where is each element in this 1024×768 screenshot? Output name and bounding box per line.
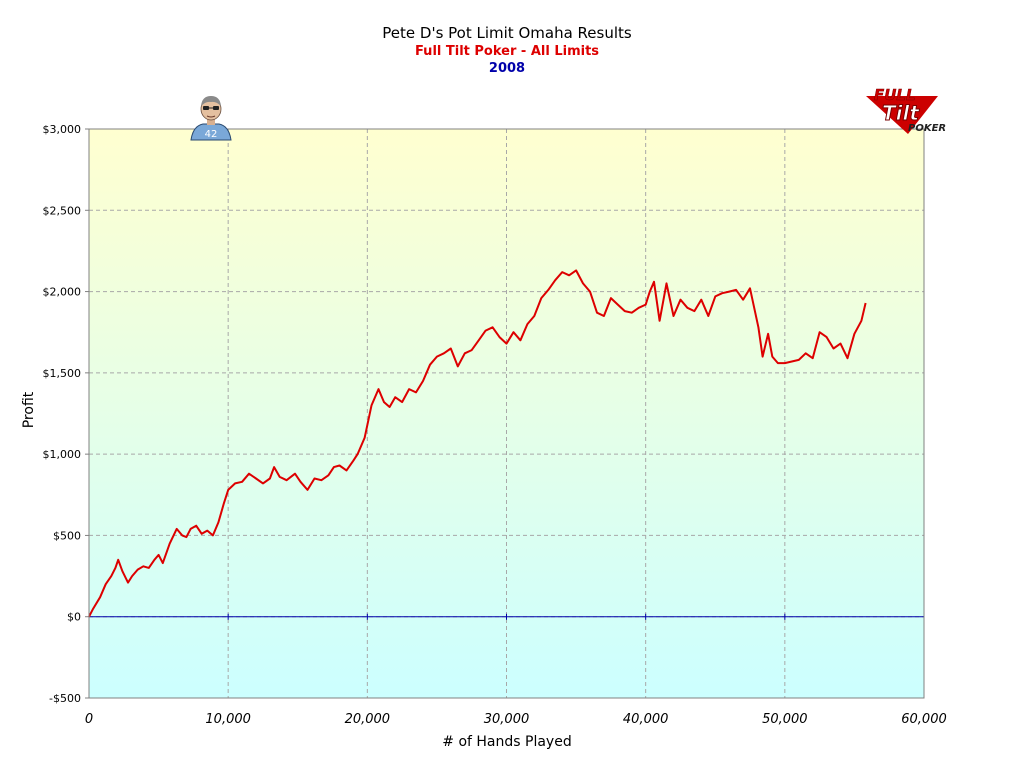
x-tick-label: 60,000 [901,712,947,727]
x-axis-ticks: 0 10,000 20,000 30,000 40,000 50,000 60,000 [85,712,947,727]
y-tick-label: $500 [53,529,81,542]
svg-text:FULL: FULL [874,86,916,104]
svg-text:Tilt: Tilt [882,101,920,125]
plot-border [88,128,925,699]
chart-title: Pete D's Pot Limit Omaha Results [382,24,632,42]
profit-series-line [88,269,867,618]
x-tick-label: 20,000 [345,712,391,727]
full-tilt-logo-icon: FULL Tilt POKER [866,86,946,134]
chart-subtitle-year: 2008 [489,61,525,76]
y-tick-label: $2,500 [43,204,82,217]
x-tick-label: 40,000 [623,712,669,727]
x-tick-label: 50,000 [762,712,808,727]
x-tick-label: 0 [85,712,93,727]
svg-text:42: 42 [205,129,218,140]
player-avatar-icon: 42 [190,96,232,141]
y-tick-label: $0 [67,611,81,624]
x-axis-label: # of Hands Played [442,734,571,750]
x-tick-label: 10,000 [205,712,251,727]
y-tick-label: -$500 [49,692,81,705]
y-axis-label: Profit [21,391,37,428]
y-tick-label: $1,500 [43,367,82,380]
chart-subtitle: Full Tilt Poker - All Limits [415,44,599,59]
x-tick-label: 30,000 [484,712,530,727]
y-axis-ticks: -$500 $0 $500 $1,000 $1,500 $2,000 $2,500 $3,00… [43,123,89,705]
svg-text:POKER: POKER [908,123,946,134]
grid-lines [89,129,924,698]
y-tick-label: $2,000 [43,286,82,299]
y-tick-label: $3,000 [43,123,82,136]
y-tick-label: $1,000 [43,448,82,461]
